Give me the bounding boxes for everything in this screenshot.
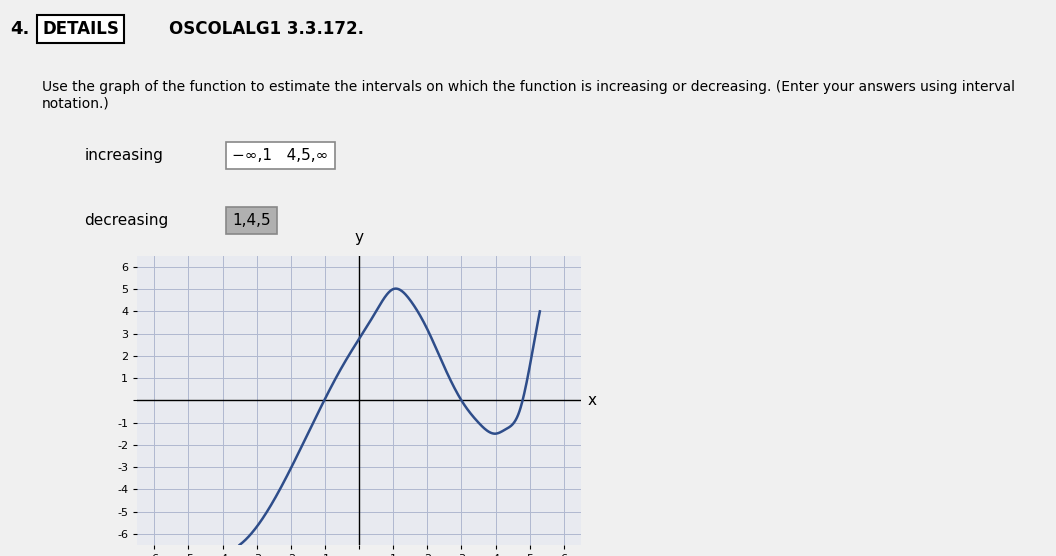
Text: decreasing: decreasing xyxy=(84,213,169,227)
Text: Use the graph of the function to estimate the intervals on which the function is: Use the graph of the function to estimat… xyxy=(42,80,1015,110)
Text: −∞,1   4,5,∞: −∞,1 4,5,∞ xyxy=(232,148,328,162)
Text: OSCOLALG1 3.3.172.: OSCOLALG1 3.3.172. xyxy=(169,20,364,38)
Text: DETAILS: DETAILS xyxy=(42,20,119,38)
Text: increasing: increasing xyxy=(84,148,164,162)
Text: 1,4,5: 1,4,5 xyxy=(232,213,271,227)
Text: 4.: 4. xyxy=(11,20,30,38)
Text: x: x xyxy=(587,393,597,408)
Text: y: y xyxy=(355,230,363,245)
